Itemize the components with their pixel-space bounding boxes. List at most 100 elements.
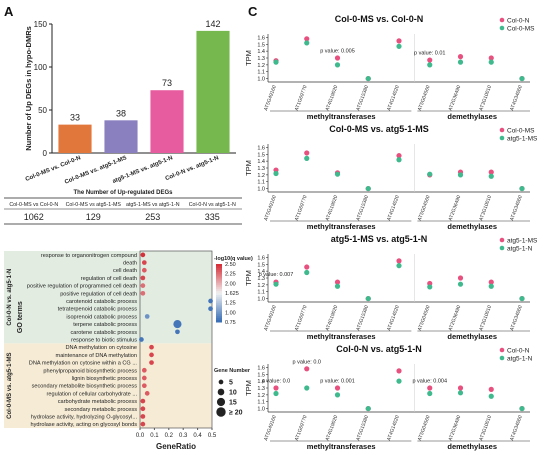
c-pvalue-label: p value: 0.007 — [259, 272, 294, 278]
c-dot — [519, 405, 525, 412]
c-group-label: demethylases — [447, 442, 497, 451]
c-gene-label: AT5G04560 — [417, 304, 432, 331]
c-legend-dot — [499, 25, 505, 31]
b-color-legend-step — [216, 264, 222, 267]
c-dot — [519, 185, 525, 192]
c-dot — [427, 62, 433, 68]
c-y-axis-label: TPM — [244, 160, 253, 176]
b-term-label: secondary metabolic process — [65, 407, 138, 413]
c-dot — [334, 283, 341, 289]
b-term-label: regulation of cellular carbohydrate ... — [47, 391, 138, 397]
a-bar — [104, 120, 138, 153]
c-dot — [304, 385, 310, 391]
a-bar-value-label: 38 — [116, 108, 126, 118]
a-bar — [196, 30, 230, 154]
c-gene-label: AT3G10010 — [478, 194, 493, 221]
c-y-tick-label: 1.1 — [257, 290, 265, 296]
b-size-legend-label: 5 — [229, 380, 233, 387]
c-y-tick-label: 1.1 — [257, 180, 265, 186]
b-color-legend-step — [216, 306, 222, 309]
c-y-tick-label: 1.4 — [257, 269, 265, 275]
b-dot — [140, 421, 146, 427]
c-gene-label: AT5G04560 — [417, 194, 432, 221]
c-dot — [334, 55, 341, 61]
b-dot — [208, 298, 213, 304]
b-term-label: carbohydrate metabolic process — [58, 399, 137, 405]
c-dot — [427, 171, 433, 177]
b-term-label: death — [123, 261, 137, 267]
c-gene-label: AT5G49160 — [263, 414, 278, 441]
c-legend-label: Col-0-N — [507, 348, 530, 355]
b-color-legend-step — [216, 289, 222, 292]
c-dot — [273, 390, 279, 397]
c-y-tick-label: 1.0 — [257, 407, 265, 413]
b-color-legend-step — [216, 291, 222, 294]
c-legend-dot — [499, 135, 505, 141]
b-x-tick-label: 0.1 — [150, 433, 159, 439]
b-color-legend-step — [216, 277, 222, 280]
c-dot — [365, 295, 371, 302]
b-dot — [140, 414, 146, 419]
c-gene-label: AT1G69770 — [294, 84, 309, 111]
a-y-tick-label: 150 — [34, 20, 48, 29]
c-dot — [488, 283, 494, 289]
a-y-tick-label: 100 — [34, 63, 48, 72]
b-color-legend-step — [216, 275, 222, 279]
b-term-label: regulation of cell death — [81, 276, 137, 282]
c-y-tick-label: 1.6 — [257, 145, 265, 151]
b-color-legend-tick: 2.25 — [225, 272, 236, 278]
b-term-label: lignin biosynthetic process — [72, 376, 137, 382]
a-table-cell: 1062 — [24, 212, 44, 222]
b-color-legend-tick: 0.75 — [225, 320, 236, 326]
b-x-tick-label: 0.0 — [136, 433, 145, 439]
a-table-header: atg5-1-MS vs atg5-1-N — [126, 202, 180, 208]
c-dot — [334, 62, 341, 68]
b-dot — [140, 283, 146, 288]
c-legend-label: atg5-1-MS — [507, 136, 538, 143]
b-size-legend-label: ≥ 20 — [229, 410, 243, 417]
c-legend-label: Col-0-MS — [507, 26, 535, 33]
c-dot — [488, 393, 494, 399]
c-gene-label: AT5G15380 — [355, 414, 370, 441]
c-gene-label: AT4G34060 — [509, 304, 524, 331]
a-y-axis-label: Number of Up DEGs in hypo-DMRs — [24, 26, 33, 151]
c-dot — [488, 59, 494, 65]
c-gene-label: AT4G19020 — [325, 304, 340, 331]
b-dot — [173, 320, 182, 329]
c-dot — [365, 75, 371, 82]
c-dot — [396, 378, 402, 384]
b-term-label: hydrolase activity, acting on glycosyl b… — [30, 422, 137, 428]
b-color-legend-step — [216, 267, 222, 271]
c-gene-label: AT1G69770 — [294, 414, 309, 441]
c-dot — [334, 392, 341, 398]
b-x-tick-label: 0.4 — [193, 433, 202, 439]
c-group-label: demethylases — [447, 222, 497, 231]
b-color-legend-step — [216, 296, 222, 300]
c-legend-label: atg5-1-N — [507, 356, 533, 363]
c-dot — [334, 279, 341, 285]
b-dot — [141, 267, 147, 273]
b-color-legend-step — [216, 304, 222, 308]
c-dot — [488, 386, 494, 392]
c-dot — [427, 385, 433, 391]
a-table-cell: 335 — [205, 212, 220, 222]
c-gene-label: AT3G10010 — [478, 84, 493, 111]
a-y-tick-label: 50 — [38, 106, 47, 115]
b-dot — [141, 367, 147, 373]
c-y-tick-label: 1.2 — [257, 393, 265, 399]
c-dot — [488, 173, 494, 179]
c-gene-label: AT5G15380 — [355, 194, 370, 221]
b-group-band — [4, 343, 212, 428]
b-term-label: carotenoid catabolic process — [66, 299, 137, 305]
c-gene-label: AT2G36490 — [448, 84, 463, 111]
c-y-tick-label: 1.6 — [257, 365, 265, 371]
c-subplot-title: Col-0-N vs. atg5-1-N — [336, 344, 422, 354]
b-x-tick-label: 0.5 — [208, 433, 217, 439]
b-color-legend-step — [216, 312, 222, 315]
c-dot — [457, 390, 464, 396]
b-color-legend-tick: 2.50 — [225, 262, 236, 268]
c-gene-label: AT5G15380 — [355, 84, 370, 111]
c-group-label: methyltransferases — [307, 112, 376, 121]
c-group-label: methyltransferases — [307, 222, 376, 231]
